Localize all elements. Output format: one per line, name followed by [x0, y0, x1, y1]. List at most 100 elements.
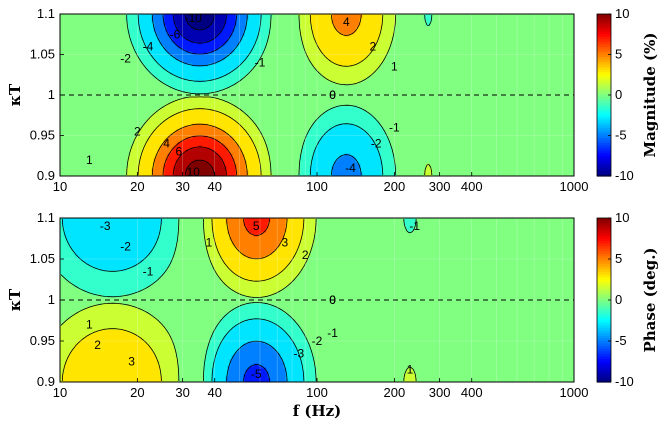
- colorbar-swatch: [597, 160, 611, 164]
- contour-label: 6: [175, 145, 182, 159]
- x-tick-label: 300: [429, 385, 451, 400]
- contour-label: 10: [187, 165, 201, 179]
- colorbar-swatch: [597, 238, 611, 242]
- y-tick-label: 1.1: [37, 6, 55, 21]
- x-tick-label: 400: [461, 179, 483, 194]
- x-tick-label: 30: [175, 385, 189, 400]
- y-tick-label: 0.9: [37, 168, 55, 183]
- colorbar-swatch: [597, 140, 611, 144]
- colorbar-swatch: [597, 95, 611, 99]
- colorbar-swatch: [597, 110, 611, 114]
- colorbar-swatch: [597, 130, 611, 134]
- colorbar-swatch: [597, 276, 611, 281]
- colorbar-swatch: [597, 158, 611, 162]
- contour-label: -5: [251, 367, 262, 381]
- colorbar-swatch: [597, 259, 611, 263]
- colorbar-swatch: [597, 253, 611, 258]
- colorbar-swatch: [597, 376, 611, 381]
- colorbar-swatch: [597, 74, 611, 78]
- contour-label: -4: [345, 161, 356, 175]
- colorbar-swatch: [597, 269, 611, 273]
- colorbar-swatch: [597, 348, 611, 352]
- y-tick-label: 0.9: [37, 374, 55, 389]
- contour-label: -1: [143, 264, 154, 278]
- colorbar-swatch: [597, 97, 611, 101]
- colorbar-swatch: [597, 41, 611, 45]
- colorbar-swatch: [597, 317, 611, 322]
- colorbar-swatch: [597, 335, 611, 340]
- colorbar-swatch: [597, 261, 611, 265]
- colorbar-swatch: [597, 312, 611, 316]
- colorbar-swatch: [597, 49, 611, 53]
- colorbar-swatch: [597, 89, 611, 94]
- colorbar-swatch: [597, 230, 611, 234]
- colorbar-swatch: [597, 112, 611, 116]
- colorbar-swatch: [597, 165, 611, 170]
- colorbar-swatch: [597, 14, 611, 18]
- y-tick-label: 1.1: [37, 210, 55, 225]
- colorbar-swatch: [597, 64, 611, 68]
- colorbar-swatch: [597, 19, 611, 23]
- colorbar-swatch: [597, 150, 611, 154]
- colorbar-swatch: [597, 36, 611, 40]
- magnitude-colorbar: 10 5 0 -5 -10 Magnitude (%): [596, 6, 659, 183]
- colorbar-swatch: [597, 310, 611, 314]
- colorbar-swatch: [597, 356, 611, 360]
- colorbar-tick-label: 10: [615, 210, 629, 225]
- colorbar-swatch: [597, 251, 611, 255]
- colorbar-swatch: [597, 374, 611, 378]
- phase-contour-path: [60, 218, 417, 382]
- colorbar-swatch: [597, 315, 611, 319]
- colorbar-swatch: [597, 155, 611, 159]
- colorbar-tick-label: 0: [615, 292, 622, 307]
- phase-x-ticks: 10 20 30 40 100 200 300 400 1000: [53, 378, 589, 400]
- contour-label: 4: [343, 15, 350, 29]
- colorbar-swatch: [597, 148, 611, 152]
- colorbar-tick-label: -10: [615, 168, 634, 183]
- colorbar-swatch: [597, 168, 611, 172]
- colorbar-tick-label: 5: [615, 251, 622, 266]
- colorbar-swatch: [597, 333, 611, 337]
- colorbar-swatch: [597, 248, 611, 252]
- contour-label: -2: [120, 240, 131, 254]
- colorbar-swatch: [597, 127, 611, 132]
- colorbar-swatch: [597, 122, 611, 126]
- colorbar-swatch: [597, 79, 611, 83]
- colorbar-swatch: [597, 323, 611, 327]
- colorbar-swatch: [597, 100, 611, 104]
- x-tick-label: 200: [384, 179, 406, 194]
- colorbar-swatch: [597, 264, 611, 268]
- y-tick-label: 1.05: [30, 47, 55, 62]
- colorbar-swatch: [597, 243, 611, 247]
- colorbar-swatch: [597, 379, 611, 383]
- contour-label: 2: [370, 39, 377, 53]
- colorbar-tick-label: -5: [615, 128, 627, 143]
- x-tick-label: 40: [207, 385, 221, 400]
- contour-label: -2: [120, 52, 131, 66]
- contour-label: 0: [329, 88, 336, 102]
- contour-label: 2: [302, 248, 309, 262]
- colorbar-swatch: [597, 346, 611, 350]
- x-tick-label: 1000: [560, 385, 589, 400]
- colorbar-swatch: [597, 54, 611, 58]
- colorbar-swatch: [597, 235, 611, 240]
- colorbar-swatch: [597, 305, 611, 309]
- colorbar-swatch: [597, 287, 611, 291]
- colorbar-swatch: [597, 34, 611, 38]
- colorbar-swatch: [597, 330, 611, 334]
- colorbar-tick-label: 10: [615, 6, 629, 21]
- phase-y-label: κT: [6, 288, 24, 311]
- contour-label: 1: [206, 236, 213, 250]
- colorbar-swatch: [597, 358, 611, 363]
- colorbar-swatch: [597, 351, 611, 355]
- magnitude-y-label: κT: [6, 83, 24, 106]
- x-tick-label: 20: [130, 385, 144, 400]
- phase-colorbar-label: Phase (deg.): [641, 247, 659, 352]
- colorbar-swatch: [597, 371, 611, 375]
- colorbar-swatch: [597, 256, 611, 260]
- colorbar-swatch: [597, 271, 611, 275]
- colorbar-swatch: [597, 125, 611, 129]
